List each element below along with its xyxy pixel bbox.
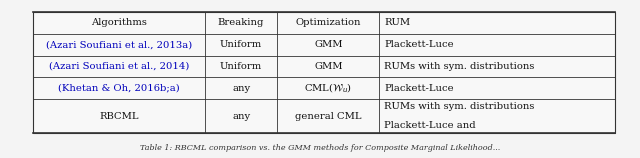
- Text: Plackett-Luce: Plackett-Luce: [384, 40, 454, 49]
- Text: Optimization: Optimization: [296, 18, 361, 27]
- Text: Uniform: Uniform: [220, 62, 262, 71]
- Text: general CML: general CML: [295, 112, 362, 121]
- Text: Uniform: Uniform: [220, 40, 262, 49]
- Text: Algorithms: Algorithms: [91, 18, 147, 27]
- Text: RUM: RUM: [384, 18, 410, 27]
- Text: any: any: [232, 84, 250, 93]
- Text: Breaking: Breaking: [218, 18, 264, 27]
- Text: (Azari Soufiani et al., 2014): (Azari Soufiani et al., 2014): [49, 62, 189, 71]
- Text: Plackett-Luce: Plackett-Luce: [384, 84, 454, 93]
- Text: Plackett-Luce and: Plackett-Luce and: [384, 121, 476, 130]
- Text: RBCML: RBCML: [99, 112, 139, 121]
- Text: GMM: GMM: [314, 40, 342, 49]
- Text: CML($\mathcal{W}_u$): CML($\mathcal{W}_u$): [305, 82, 353, 95]
- Text: RUMs with sym. distributions: RUMs with sym. distributions: [384, 62, 534, 71]
- Text: any: any: [232, 112, 250, 121]
- Text: RUMs with sym. distributions: RUMs with sym. distributions: [384, 102, 534, 111]
- Text: (Khetan & Oh, 2016b;a): (Khetan & Oh, 2016b;a): [58, 84, 180, 93]
- Text: Table 1: RBCML comparison vs. the GMM methods for Composite Marginal Likelihood.: Table 1: RBCML comparison vs. the GMM me…: [140, 144, 500, 152]
- Text: GMM: GMM: [314, 62, 342, 71]
- Text: (Azari Soufiani et al., 2013a): (Azari Soufiani et al., 2013a): [45, 40, 192, 49]
- Bar: [33, 12, 615, 133]
- Bar: [33, 12, 615, 133]
